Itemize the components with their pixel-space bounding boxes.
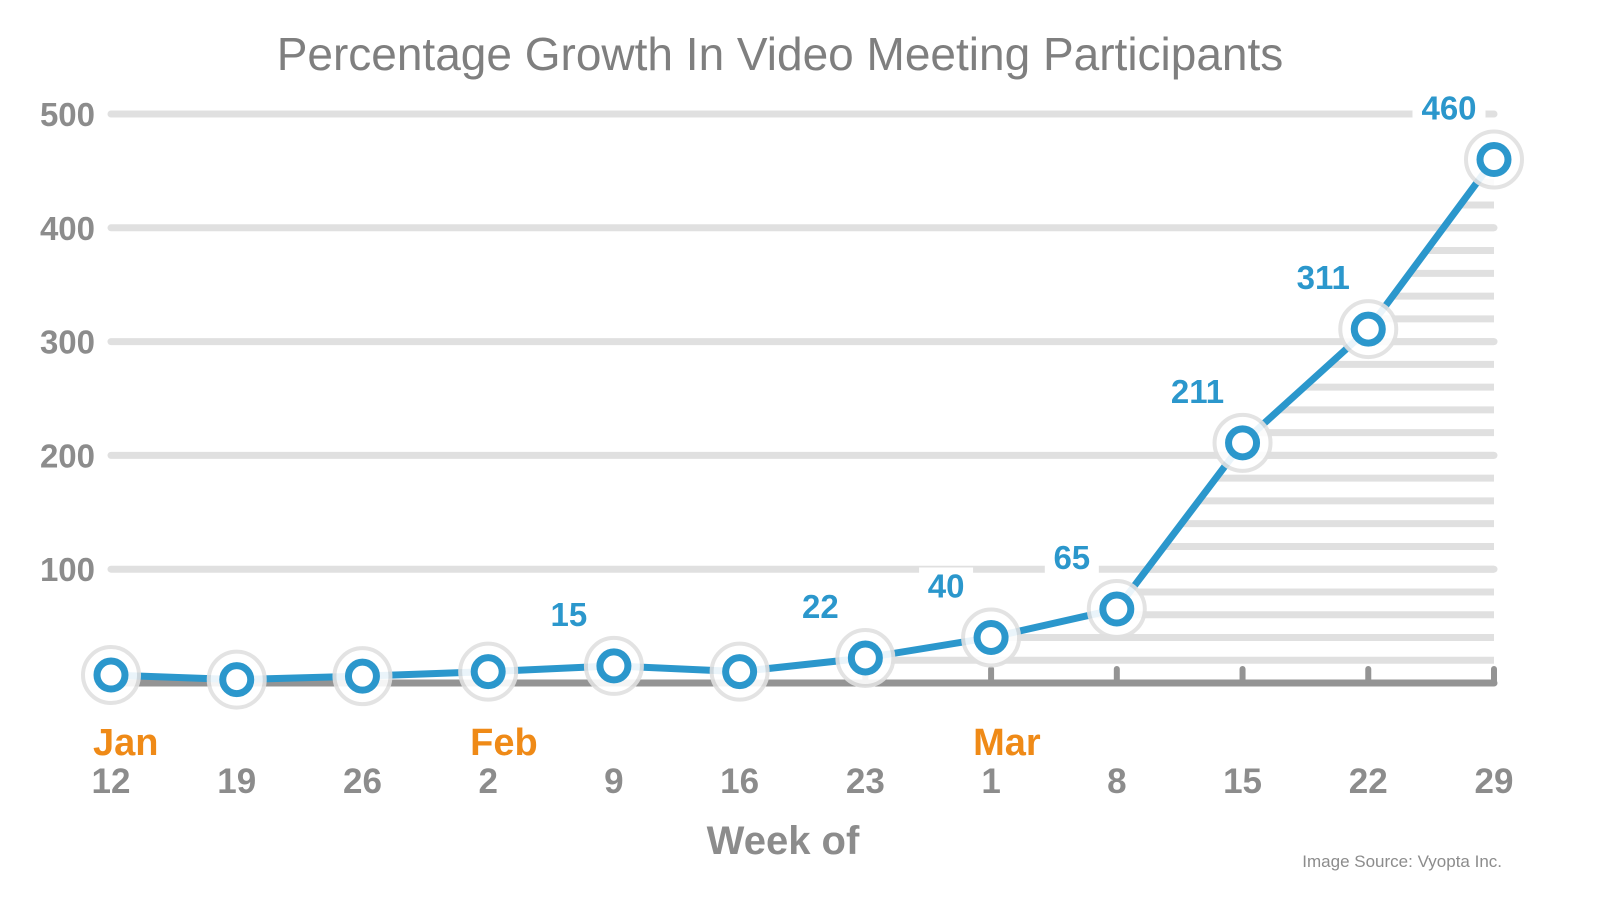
y-tick-label: 100 — [40, 551, 95, 588]
data-point — [847, 640, 883, 676]
label-background — [793, 587, 848, 626]
label-background — [541, 595, 596, 634]
label-background — [1044, 539, 1099, 578]
label-background — [1286, 259, 1360, 298]
data-label: 22 — [802, 588, 839, 625]
x-tick-label: 16 — [720, 762, 759, 801]
label-background — [919, 567, 974, 606]
data-point — [93, 657, 129, 693]
month-label: Jan — [93, 722, 158, 764]
image-source: Image Source: Vyopta Inc. — [1302, 852, 1502, 871]
x-tick-label: 26 — [343, 762, 382, 801]
data-point — [722, 654, 758, 690]
data-label: 460 — [1421, 90, 1476, 127]
label-background — [1161, 372, 1235, 411]
data-point — [1099, 591, 1135, 627]
x-tick-label: 23 — [846, 762, 885, 801]
x-tick-label: 1 — [981, 762, 1000, 801]
y-tick-label: 400 — [40, 210, 95, 247]
label-background — [1412, 89, 1486, 128]
x-tick-label: 22 — [1349, 762, 1388, 801]
x-tick-label: 15 — [1223, 762, 1262, 801]
data-label: 40 — [928, 567, 965, 604]
data-point — [219, 662, 255, 698]
data-point — [973, 619, 1009, 655]
data-point — [1350, 311, 1386, 347]
x-tick-label: 2 — [478, 762, 497, 801]
x-axis-label: Week of — [707, 819, 860, 863]
chart-title: Percentage Growth In Video Meeting Parti… — [277, 28, 1284, 80]
data-label: 65 — [1053, 539, 1090, 576]
y-tick-label: 300 — [40, 324, 95, 361]
data-point — [1225, 425, 1261, 461]
data-point — [470, 654, 506, 690]
x-tick-label: 12 — [92, 762, 131, 801]
data-label: 211 — [1171, 373, 1224, 410]
month-label: Feb — [470, 722, 538, 764]
data-point — [596, 648, 632, 684]
data-point — [344, 658, 380, 694]
data-point — [1476, 142, 1512, 178]
data-label: 15 — [551, 596, 588, 633]
x-tick-label: 19 — [217, 762, 256, 801]
x-tick-label: 29 — [1475, 762, 1514, 801]
data-label: 311 — [1297, 259, 1350, 296]
x-tick-label: 8 — [1107, 762, 1126, 801]
x-tick-label: 9 — [604, 762, 623, 801]
y-tick-label: 500 — [40, 96, 95, 133]
y-tick-label: 200 — [40, 437, 95, 474]
month-label: Mar — [973, 722, 1041, 764]
